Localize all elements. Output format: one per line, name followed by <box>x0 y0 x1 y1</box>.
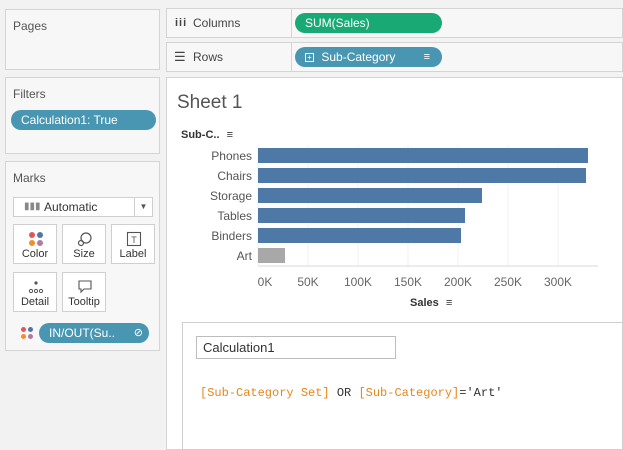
mark-type-select[interactable]: ▮▮▮ Automatic ▼ <box>13 197 153 217</box>
x-tick-label: 0K <box>257 275 273 289</box>
tooltip-label: Tooltip <box>68 296 100 308</box>
columns-shelf-label: iii Columns <box>167 9 292 37</box>
columns-pill-label: SUM(Sales) <box>305 16 370 30</box>
color-pill-in-out[interactable]: IN/OUT(Su.. ⊘ <box>39 323 149 343</box>
x-tick-label: 150K <box>393 275 423 289</box>
bar-chart-icon: ▮▮▮ <box>24 201 41 212</box>
marks-title: Marks <box>13 171 46 185</box>
size-label: Size <box>73 248 95 260</box>
color-pill-label: IN/OUT(Su.. <box>49 326 116 340</box>
x-axis-title-label: Sales <box>410 297 439 309</box>
x-tick-label: 100K <box>343 275 373 289</box>
filter-pill-label: Calculation1: True <box>21 113 118 127</box>
sheet-title: Sheet 1 <box>177 92 243 113</box>
expand-icon: + <box>305 53 314 63</box>
label-label: Label <box>119 248 147 260</box>
rows-pill-sub-category[interactable]: + Sub-Category ≡ <box>295 47 442 67</box>
category-label-storage[interactable]: Storage <box>209 189 252 203</box>
color-label: Color <box>21 248 49 260</box>
detail-label: Detail <box>20 296 50 308</box>
category-label-phones[interactable]: Phones <box>211 149 252 163</box>
bar-phones[interactable] <box>258 148 588 163</box>
x-tick-label: 200K <box>443 275 473 289</box>
size-button[interactable]: Size <box>62 224 106 264</box>
size-icon <box>77 232 92 247</box>
bar-art[interactable] <box>258 248 285 263</box>
svg-text:T: T <box>131 235 137 245</box>
dropdown-arrow-icon[interactable]: ▼ <box>134 198 152 216</box>
marks-card[interactable]: Marks ▮▮▮ Automatic ▼ Color Size T Label… <box>5 161 160 351</box>
x-tick-label: 300K <box>543 275 573 289</box>
columns-shelf[interactable]: iii Columns SUM(Sales) <box>166 8 623 38</box>
bar-tables[interactable] <box>258 208 465 223</box>
calc-editor[interactable]: Calculation1 [Sub-Category Set] OR [Sub-… <box>182 322 623 450</box>
category-label-art[interactable]: Art <box>236 249 252 263</box>
color-icon <box>29 232 43 246</box>
calc-formula[interactable]: [Sub-Category Set] OR [Sub-Category]='Ar… <box>200 386 502 400</box>
bar-chairs[interactable] <box>258 168 586 183</box>
bar-chart <box>257 145 598 267</box>
tooltip-icon <box>78 280 92 294</box>
columns-label: Columns <box>193 16 241 30</box>
top-strip <box>0 0 623 8</box>
rows-icon: ☰ <box>174 49 186 64</box>
bar-storage[interactable] <box>258 188 482 203</box>
x-tick-label: 50K <box>297 275 319 289</box>
rows-shelf-label: ☰ Rows <box>167 43 292 71</box>
set-icon: ⊘ <box>133 327 143 339</box>
category-label-binders[interactable]: Binders <box>211 229 252 243</box>
filter-pill-calculation1[interactable]: Calculation1: True <box>11 110 156 130</box>
y-sort-icon[interactable]: ≡ <box>226 129 233 141</box>
formula-string-token: ='Art' <box>459 386 503 400</box>
text-label-icon: T <box>126 231 142 247</box>
rows-shelf[interactable]: ☰ Rows + Sub-Category ≡ <box>166 42 623 72</box>
columns-pill-sum-sales[interactable]: SUM(Sales) <box>295 13 442 33</box>
category-label-tables[interactable]: Tables <box>217 209 252 223</box>
pages-card[interactable]: Pages <box>5 9 160 70</box>
tooltip-button[interactable]: Tooltip <box>62 272 106 312</box>
formula-keyword-token: OR <box>329 386 359 400</box>
color-button[interactable]: Color <box>13 224 57 264</box>
formula-field-token: [Sub-Category] <box>358 386 460 400</box>
rows-pill-label: Sub-Category <box>321 50 396 64</box>
detail-button[interactable]: Detail <box>13 272 57 312</box>
calc-name-value: Calculation1 <box>203 340 275 355</box>
category-label-chairs[interactable]: Chairs <box>217 169 252 183</box>
filters-title: Filters <box>13 87 46 101</box>
sort-icon[interactable]: ≡ <box>423 51 430 63</box>
x-tick-label: 250K <box>493 275 523 289</box>
calc-name-input[interactable]: Calculation1 <box>196 336 396 359</box>
color-legend-icon <box>21 327 33 339</box>
x-sort-icon[interactable]: ≡ <box>445 297 453 309</box>
y-axis-header-label: Sub-C.. <box>181 129 220 141</box>
bar-binders[interactable] <box>258 228 461 243</box>
mark-type-label: Automatic <box>44 200 98 214</box>
detail-icon <box>28 281 44 294</box>
pages-title: Pages <box>13 19 48 33</box>
rows-label: Rows <box>193 50 224 64</box>
filters-card[interactable]: Filters Calculation1: True <box>5 77 160 154</box>
x-axis-title[interactable]: Sales ≡ <box>410 297 452 309</box>
formula-field-token: [Sub-Category Set] <box>200 386 330 400</box>
label-button[interactable]: T Label <box>111 224 155 264</box>
columns-icon: iii <box>175 17 188 29</box>
y-axis-header[interactable]: Sub-C.. ≡ <box>181 129 233 141</box>
